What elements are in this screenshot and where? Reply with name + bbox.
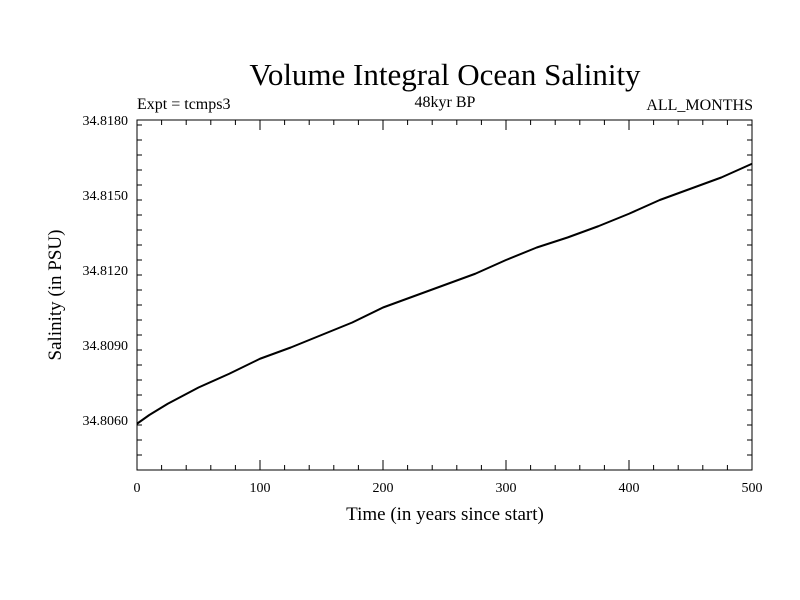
- chart-title: Volume Integral Ocean Salinity: [249, 57, 641, 92]
- y-tick-label: 34.8120: [83, 264, 129, 279]
- x-tick-label: 200: [373, 481, 394, 496]
- period-label: 48kyr BP: [415, 94, 476, 111]
- x-axis-label: Time (in years since start): [346, 504, 544, 525]
- plot-frame: [136, 119, 753, 471]
- y-tick-label: 34.8180: [83, 114, 129, 129]
- months-label: ALL_MONTHS: [646, 97, 753, 114]
- series-layer: [136, 162, 753, 425]
- y-axis: 34.8060 34.8090 34.8120 34.8150 34.8180: [83, 114, 752, 471]
- y-tick-label: 34.8060: [83, 414, 129, 429]
- x-tick-label: 500: [742, 481, 763, 496]
- x-axis: 0 100 200 300 400 500: [134, 120, 763, 496]
- experiment-label: Expt = tcmps3: [137, 96, 230, 113]
- x-tick-label: 0: [134, 481, 141, 496]
- salinity-series-line: [136, 162, 753, 425]
- x-tick-label: 400: [619, 481, 640, 496]
- y-tick-label: 34.8150: [83, 189, 129, 204]
- y-tick-label: 34.8090: [83, 339, 129, 354]
- x-tick-label: 100: [250, 481, 271, 496]
- x-tick-label: 300: [496, 481, 517, 496]
- y-axis-label: Salinity (in PSU): [45, 230, 66, 361]
